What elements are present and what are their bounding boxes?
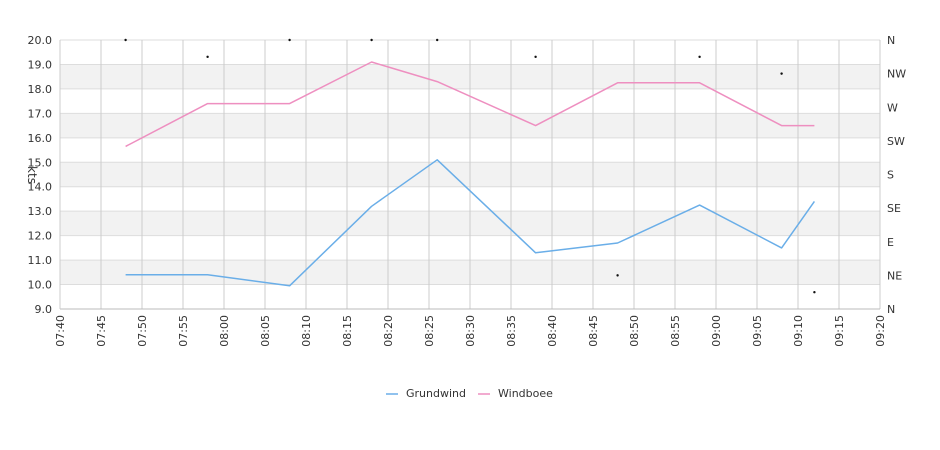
y-tick-label: 13.0 [28,205,53,218]
x-tick-label: 07:45 [95,315,108,347]
direction-mark [780,72,783,75]
legend-label: Grundwind [406,387,466,400]
y-tick-label: 18.0 [28,83,53,96]
direction-mark [370,38,373,42]
x-tick-label: 09:05 [751,315,764,347]
right-tick-label: SE [887,202,901,215]
right-tick-label: E [887,236,894,249]
y-tick-label: 10.0 [28,279,53,292]
vertical-gridlines [59,40,881,309]
series-line-grundwind [125,159,816,287]
right-tick-label: S [887,169,894,182]
x-tick-label: 08:20 [382,315,395,347]
y-tick-label: 14.0 [28,181,53,194]
x-axis-ticks: 07:40 07:45 07:50 07:55 08:00 08:05 08:10 08:15… [54,315,887,347]
direction-mark [436,38,439,42]
right-tick-label: NW [887,68,906,81]
right-tick-label: NE [887,269,902,282]
x-tick-label: 07:50 [136,315,149,347]
x-tick-label: 09:15 [833,315,846,347]
right-tick-label: N [887,303,895,316]
y-tick-label: 19.0 [28,58,53,71]
right-tick-label: N [887,34,895,47]
x-tick-label: 08:05 [259,315,272,347]
x-tick-label: 08:35 [505,315,518,347]
x-tick-label: 09:00 [710,315,723,347]
x-tick-label: 07:40 [54,315,67,347]
y-axis-ticks: 9.0 10.0 11.0 12.0 13.0 14.0 15.0 16.0 17.0 18.0 1… [28,34,53,316]
right-tick-label: SW [887,135,905,148]
y-tick-label: 12.0 [28,230,53,243]
x-tick-label: 08:25 [423,315,436,347]
x-tick-label: 08:10 [300,315,313,347]
x-tick-label: 08:30 [464,315,477,347]
direction-mark [813,290,816,294]
direction-mark [698,55,701,59]
x-tick-label: 09:10 [792,315,805,347]
y-tick-label: 20.0 [28,34,53,47]
direction-mark [124,38,127,42]
x-tick-label: 08:45 [587,315,600,347]
y-tick-label: 15.0 [28,156,53,169]
x-tick-label: 09:20 [874,315,887,347]
direction-mark [288,38,291,42]
right-axis-ticks: N NE E SE S SW W NW N [887,34,906,316]
x-tick-label: 08:15 [341,315,354,347]
x-tick-label: 08:55 [669,315,682,347]
plot-border [59,40,880,310]
right-tick-label: W [887,101,898,114]
legend-label: Windboee [498,387,553,400]
direction-marks [124,38,816,294]
direction-mark [616,274,619,277]
x-tick-label: 08:00 [218,315,231,347]
legend: Grundwind Windboee [386,387,553,400]
x-tick-label: 08:50 [628,315,641,347]
series-line-windboee [125,61,815,148]
y-tick-label: 16.0 [28,132,53,145]
y-tick-label: 17.0 [28,107,53,120]
y-tick-label: 9.0 [35,303,53,316]
direction-mark [206,55,209,59]
y-axis-label: kts [25,166,39,184]
x-tick-label: 08:40 [546,315,559,347]
x-tick-label: 07:55 [177,315,190,347]
series-lines [125,61,816,287]
y-tick-label: 11.0 [28,254,53,267]
direction-mark [534,55,537,59]
